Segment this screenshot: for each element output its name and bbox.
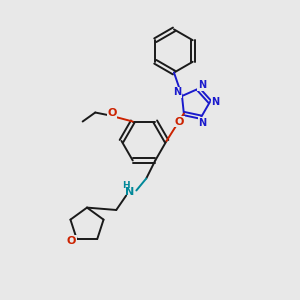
Text: N: N	[173, 87, 181, 98]
Text: N: N	[211, 97, 219, 107]
Text: O: O	[107, 108, 116, 118]
Text: H: H	[122, 181, 130, 190]
Text: O: O	[67, 236, 76, 246]
Text: N: N	[125, 187, 134, 197]
Text: O: O	[175, 117, 184, 127]
Text: N: N	[198, 80, 206, 90]
Text: N: N	[199, 118, 207, 128]
